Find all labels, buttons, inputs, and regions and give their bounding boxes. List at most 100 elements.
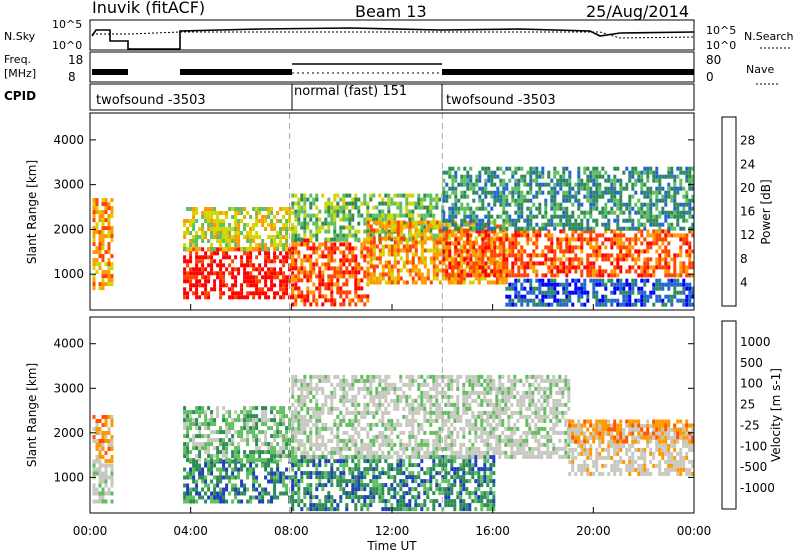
- velocity-cell: [198, 414, 202, 419]
- power-cell: [493, 261, 497, 266]
- velocity-cell: [273, 430, 277, 435]
- velocity-cell: [246, 471, 250, 476]
- velocity-cell: [306, 471, 310, 476]
- power-cell: [396, 260, 400, 265]
- power-cell: [201, 291, 205, 296]
- power-cell: [300, 225, 304, 230]
- velocity-cell: [375, 483, 379, 488]
- power-cell: [517, 226, 521, 231]
- power-cell: [679, 249, 683, 254]
- power-cell: [255, 207, 259, 211]
- power-cell: [529, 286, 533, 291]
- power-cell: [489, 244, 493, 249]
- power-cell: [393, 256, 397, 261]
- power-cell: [550, 290, 554, 295]
- power-cell: [472, 226, 476, 231]
- power-cell: [553, 226, 557, 231]
- power-cell: [538, 182, 542, 187]
- velocity-cell: [186, 414, 190, 419]
- power-cell: [661, 237, 665, 242]
- power-cell: [580, 269, 584, 274]
- velocity-cell: [267, 442, 271, 447]
- velocity-cell: [237, 446, 241, 451]
- power-cell: [631, 174, 635, 179]
- power-cell: [514, 190, 518, 195]
- power-cell: [270, 271, 274, 276]
- power-cell: [444, 224, 448, 229]
- velocity-cell: [222, 450, 226, 455]
- velocity-cell: [210, 410, 214, 415]
- power-cell: [390, 248, 394, 253]
- velocity-cell: [357, 467, 361, 472]
- power-cell: [526, 290, 530, 295]
- velocity-cell: [489, 455, 493, 460]
- velocity-cell: [297, 499, 301, 504]
- velocity-cell: [396, 499, 400, 504]
- velocity-cell: [246, 434, 250, 439]
- velocity-cell: [489, 479, 493, 484]
- power-cell: [445, 233, 449, 238]
- power-cell: [351, 205, 355, 210]
- power-cell: [529, 190, 533, 195]
- power-cell: [291, 271, 295, 276]
- power-cell: [414, 268, 418, 273]
- power-cell: [658, 278, 662, 283]
- power-cell: [646, 190, 650, 195]
- power-cell: [652, 202, 656, 207]
- velocity-cell: [291, 450, 295, 455]
- power-cell: [462, 260, 466, 265]
- power-cell: [658, 226, 662, 231]
- velocity-cell: [375, 475, 379, 480]
- velocity-cell: [399, 495, 403, 500]
- power-cell: [438, 220, 442, 225]
- power-cell: [258, 207, 262, 211]
- velocity-cell: [213, 491, 217, 496]
- power-cell: [252, 227, 256, 231]
- velocity-cell: [480, 495, 484, 500]
- power-cell: [483, 248, 487, 253]
- power-cell: [469, 273, 473, 278]
- velocity-cell: [219, 458, 223, 463]
- power-cell: [445, 229, 449, 234]
- power-cell: [514, 218, 518, 223]
- power-cell: [318, 242, 322, 247]
- power-cell: [198, 259, 202, 264]
- power-cell: [384, 236, 388, 241]
- power-cell: [366, 246, 370, 251]
- power-cell: [192, 207, 196, 211]
- power-cell: [613, 273, 617, 278]
- power-cell: [514, 178, 518, 183]
- power-cell: [345, 205, 349, 210]
- velocity-cell: [402, 491, 406, 496]
- power-cell: [559, 222, 563, 227]
- power-cell: [426, 272, 430, 277]
- power-cell: [490, 174, 494, 179]
- power-cell: [586, 198, 590, 203]
- power-cell: [336, 205, 340, 210]
- power-cell: [580, 226, 584, 231]
- power-cell: [95, 198, 99, 203]
- velocity-cell: [444, 491, 448, 496]
- velocity-cell: [189, 426, 193, 431]
- power-cell: [616, 237, 620, 242]
- power-cell: [351, 266, 355, 271]
- velocity-cell: [204, 483, 208, 488]
- power-cell: [646, 233, 650, 238]
- velocity-cell: [411, 479, 415, 484]
- velocity-cell: [342, 471, 346, 476]
- power-cell: [493, 222, 497, 227]
- velocity-cell: [297, 446, 301, 451]
- power-cell: [616, 257, 620, 262]
- power-cell: [339, 302, 343, 307]
- velocity-cell: [339, 487, 343, 492]
- power-cell: [568, 245, 572, 250]
- velocity-cell: [489, 487, 493, 492]
- power-cell: [198, 255, 202, 260]
- velocity-cell: [110, 467, 114, 472]
- velocity-cell: [489, 491, 493, 496]
- power-cell: [363, 242, 367, 247]
- power-cell: [484, 229, 488, 234]
- power-cell: [544, 206, 548, 211]
- power-cell: [351, 254, 355, 259]
- power-cell: [372, 217, 376, 222]
